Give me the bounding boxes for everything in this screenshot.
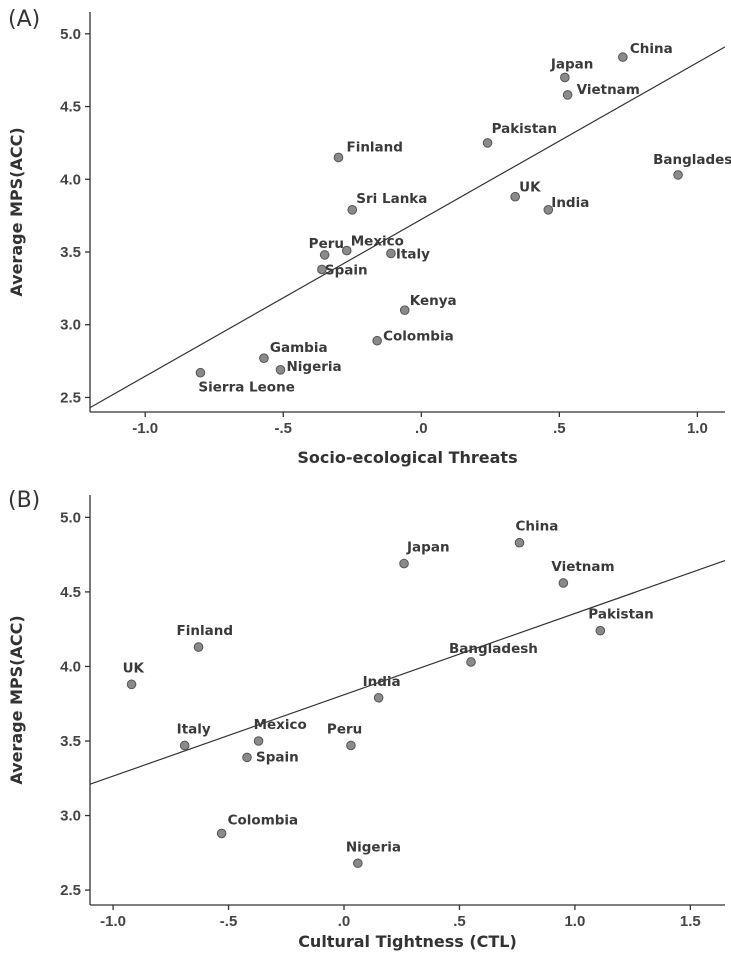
data-label: China — [630, 41, 673, 57]
x-tick-label: -1.0 — [132, 420, 158, 437]
data-label: Gambia — [270, 340, 328, 356]
x-axis-title: Socio-ecological Threats — [297, 448, 517, 467]
data-label: Vietnam — [551, 559, 614, 575]
y-tick-label: 4.0 — [60, 171, 81, 188]
scatter-panel-b: (B) 2.5 3.0 3.5 4.0 4.5 5.0 -1.0 -.5 .0 .5 1.0 1.5 Cu… — [7, 488, 726, 951]
x-tick-label: 1.5 — [680, 913, 701, 930]
x-tick-label: .5 — [553, 420, 566, 437]
data-point-finland — [193, 642, 204, 652]
data-label: Japan — [406, 540, 450, 556]
data-label: Kenya — [410, 293, 457, 309]
y-tick-label: 3.5 — [60, 733, 81, 750]
data-point-peru — [319, 250, 330, 260]
data-label: Spain — [325, 262, 368, 278]
data-label: Nigeria — [346, 839, 401, 855]
data-point-japan — [560, 72, 570, 83]
data-point-china — [618, 52, 628, 62]
y-tick-label: 2.5 — [60, 882, 81, 899]
panel-label: (A) — [8, 7, 40, 32]
data-label: Colombia — [383, 329, 454, 345]
y-tick-label: 2.5 — [60, 389, 81, 406]
data-label: Italy — [177, 721, 211, 737]
data-point-colombia — [372, 335, 382, 346]
data-point-uk — [126, 679, 137, 690]
data-label: UK — [519, 180, 541, 196]
data-label: Colombia — [228, 812, 299, 828]
data-point-japan — [399, 558, 409, 569]
data-point-india — [543, 205, 554, 215]
x-tick-label: .0 — [415, 420, 428, 437]
data-point-india — [373, 692, 384, 703]
data-label: Peru — [309, 236, 344, 252]
x-tick-label: .5 — [453, 913, 466, 930]
data-label: Peru — [327, 721, 362, 737]
data-point-sierra-leone — [195, 367, 206, 378]
data-point-spain — [242, 752, 252, 763]
panel-label: (B) — [8, 488, 40, 513]
data-label: Finland — [346, 139, 402, 155]
data-point-sri-lanka — [347, 205, 358, 215]
data-point-bangladesh — [466, 657, 476, 667]
data-label: China — [515, 519, 558, 535]
regression-line — [89, 560, 726, 785]
data-point-finland — [333, 152, 344, 163]
data-label: Mexico — [351, 234, 404, 250]
data-point-pakistan — [595, 625, 606, 636]
data-point-pakistan — [482, 138, 493, 148]
y-tick-label: 4.0 — [60, 658, 81, 675]
y-tick-label: 3.0 — [60, 317, 81, 334]
x-axis-title: Cultural Tightness (CTL) — [298, 932, 517, 951]
y-tick-label: 4.5 — [60, 99, 81, 116]
data-point-nigeria — [353, 858, 363, 869]
data-label: Vietnam — [577, 82, 640, 98]
y-tick-label: 5.0 — [60, 26, 81, 43]
data-label: Nigeria — [287, 359, 342, 375]
data-label: Pakistan — [588, 607, 653, 623]
data-point-italy — [386, 248, 396, 259]
data-label: Bangladesh — [449, 641, 538, 657]
data-point-peru — [346, 740, 356, 751]
data-point-mexico — [253, 736, 264, 746]
data-point-spain — [317, 264, 327, 275]
y-tick-label: 3.5 — [60, 244, 81, 261]
data-label: Italy — [396, 246, 430, 262]
data-label: Finland — [177, 623, 233, 639]
data-point-vietnam — [558, 578, 569, 588]
data-point-gambia — [259, 353, 269, 363]
y-axis-title: Average MPS(ACC) — [7, 615, 26, 784]
data-label: Bangladesh — [653, 152, 731, 168]
x-tick-label: -.5 — [220, 913, 238, 930]
data-label: Mexico — [254, 717, 307, 733]
data-point-italy — [179, 740, 190, 751]
y-tick-label: 4.5 — [60, 584, 81, 601]
data-label: Spain — [256, 749, 299, 765]
data-label: India — [551, 195, 589, 211]
x-tick-label: -.5 — [275, 420, 293, 437]
x-tick-label: -1.0 — [100, 913, 126, 930]
data-point-nigeria — [275, 365, 286, 375]
x-tick-label: .0 — [338, 913, 351, 930]
data-label: India — [363, 674, 401, 690]
y-axis-title: Average MPS(ACC) — [7, 127, 26, 296]
scatter-panel-a: (A) 2.5 3.0 3.5 4.0 4.5 5.0 -1.0 -.5 .0 .5 1.0 Socio… — [7, 7, 731, 467]
y-tick-label: 3.0 — [60, 808, 81, 825]
data-point-colombia — [216, 828, 227, 839]
data-label: UK — [123, 660, 145, 676]
data-label: Japan — [550, 56, 594, 72]
data-label: Sierra Leone — [198, 380, 294, 396]
y-tick-label: 5.0 — [60, 509, 81, 526]
regression-line — [89, 46, 726, 409]
data-point-uk — [510, 191, 520, 202]
data-point-mexico — [341, 245, 352, 256]
data-point-china — [514, 537, 525, 548]
data-point-kenya — [399, 305, 410, 315]
x-tick-label: 1.0 — [687, 420, 708, 437]
data-point-vietnam — [562, 90, 573, 100]
data-point-bangladesh — [673, 170, 683, 180]
x-tick-label: 1.0 — [564, 913, 585, 930]
data-label: Sri Lanka — [356, 191, 427, 207]
data-label: Pakistan — [492, 121, 557, 137]
